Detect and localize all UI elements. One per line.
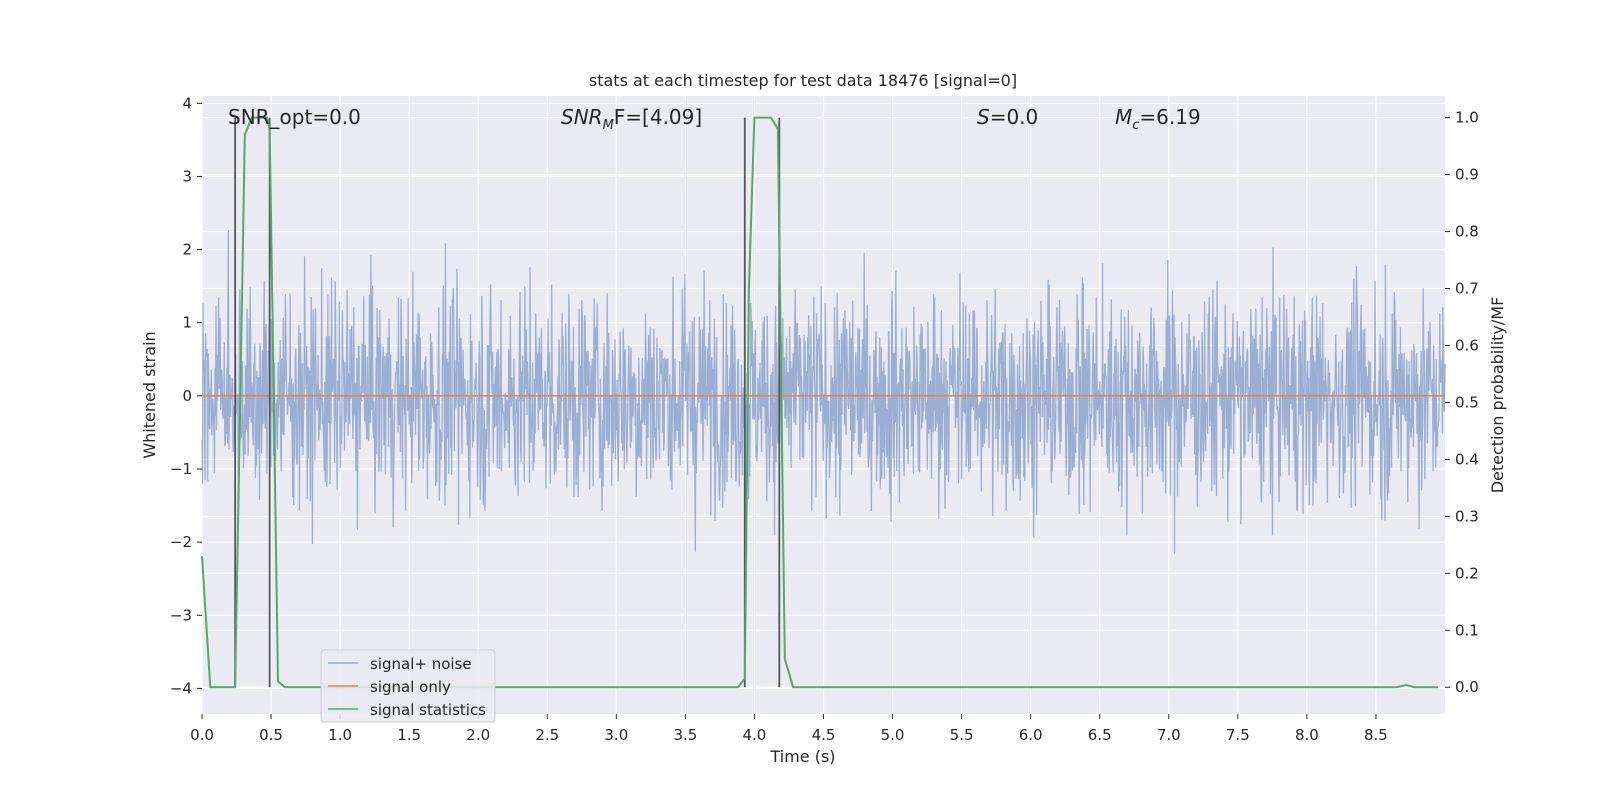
y-right-tick-label: 1.0 (1455, 109, 1479, 127)
legend: signal+ noise signal only signal statist… (320, 649, 496, 723)
y-left-tick-label: −3 (170, 606, 192, 624)
x-tick-label: 6.0 (1019, 726, 1043, 744)
y-right-tick-label: 0.1 (1455, 621, 1479, 639)
annotation-s-symbol: S (977, 105, 990, 129)
y-left-tick-label: −1 (170, 460, 192, 478)
legend-label-signal-statistics: signal statistics (370, 701, 486, 719)
x-tick-label: 7.0 (1157, 726, 1181, 744)
signal-noise-line (201, 230, 1446, 554)
y-right-tick-label: 0.5 (1455, 393, 1479, 411)
annotation-snr-mf-sub: M (603, 118, 614, 133)
y-right-tick-label: 0.3 (1455, 507, 1479, 525)
legend-label-signal-only: signal only (370, 678, 451, 696)
annotation-mc: Mc=6.19 (1115, 105, 1201, 133)
y-axis-label-right: Detection probability/MF (1488, 297, 1507, 494)
y-right-tick-label: 0.4 (1455, 450, 1479, 468)
x-tick-label: 8.0 (1295, 726, 1319, 744)
x-tick-label: 7.5 (1226, 726, 1250, 744)
chart-title: stats at each timestep for test data 184… (589, 71, 1017, 90)
annotation-snr-mf: SNRMF=[4.09] (561, 105, 702, 133)
signal-statistics-line (201, 116, 1439, 689)
annotation-mc-value: =6.19 (1139, 105, 1200, 129)
x-tick-label: 4.0 (743, 726, 767, 744)
y-left-tick-label: 4 (182, 94, 192, 112)
x-tick-label: 6.5 (1088, 726, 1112, 744)
annotation-snr-mf-f: F=[4.09] (614, 105, 702, 129)
x-tick-label: 3.0 (604, 726, 628, 744)
annotation-snr-opt: SNR_opt=0.0 (228, 105, 361, 129)
y-right-tick-label: 0.8 (1455, 223, 1479, 241)
x-tick-label: 2.5 (535, 726, 559, 744)
annotation-mc-sub: c (1132, 118, 1139, 133)
series-signal-noise (201, 230, 1446, 554)
y-right-tick-label: 0.7 (1455, 280, 1479, 298)
y-right-tick-label: 0.0 (1455, 678, 1479, 696)
y-left-tick-label: 1 (182, 314, 192, 332)
y-left-tick-label: 3 (182, 167, 192, 185)
y-right-tick-label: 0.6 (1455, 336, 1479, 354)
legend-box (320, 649, 496, 723)
y-left-tick-label: 0 (182, 387, 192, 405)
x-tick-label: 0.0 (190, 726, 214, 744)
x-axis-label: Time (s) (769, 747, 835, 766)
legend-label-signal-noise: signal+ noise (370, 655, 472, 673)
y-left-tick-label: −4 (170, 679, 192, 697)
x-tick-label: 4.5 (812, 726, 836, 744)
x-tick-label: 8.5 (1364, 726, 1388, 744)
x-tick-label: 1.5 (397, 726, 421, 744)
y-right-tick-label: 0.9 (1455, 166, 1479, 184)
annotation-s-value: =0.0 (990, 105, 1039, 129)
series-signal-statistics (201, 116, 1439, 689)
annotation-mc-symbol: M (1115, 105, 1132, 129)
y-left-tick-label: 2 (182, 241, 192, 259)
annotation-snr-mf-main: SNR (561, 105, 603, 129)
axes: 0.0 0.5 1.0 1.5 2.0 2.5 3.0 3.5 4.0 4.5 5.0 5.5 6.0 6… (170, 94, 1479, 744)
y-right-tick-label: 0.2 (1455, 564, 1479, 582)
x-tick-label: 5.0 (881, 726, 905, 744)
x-tick-label: 5.5 (950, 726, 974, 744)
x-tick-label: 1.0 (328, 726, 352, 744)
y-left-tick-label: −2 (170, 533, 192, 551)
annotation-s: S=0.0 (977, 105, 1038, 129)
x-tick-label: 0.5 (259, 726, 283, 744)
x-tick-label: 2.0 (466, 726, 490, 744)
y-axis-label-left: Whitened strain (140, 331, 159, 458)
x-tick-label: 3.5 (673, 726, 697, 744)
annotation-snr-mf-rest: F=[4.09] (614, 105, 702, 129)
